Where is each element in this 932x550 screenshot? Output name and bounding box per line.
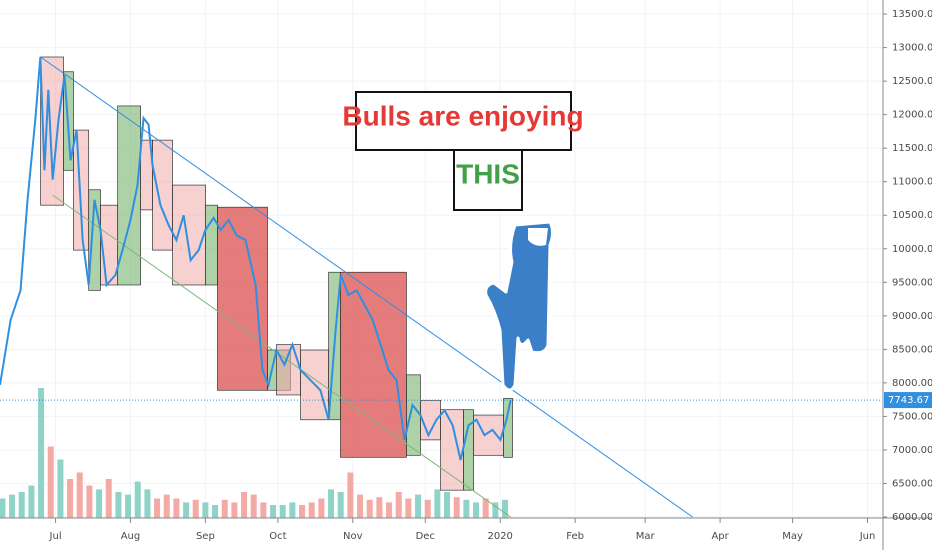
volume-bar [270,505,277,518]
y-tick-label: 11500.00 [892,143,932,154]
x-tick-label: Jul [49,531,62,542]
volume-bar [463,499,470,518]
volume-bar [318,498,325,518]
y-tick-label: 7500.00 [892,411,932,422]
range-box [205,204,218,286]
y-tick-label: 13500.00 [892,9,932,20]
volume-bar [67,479,74,518]
volume-bar [212,505,219,518]
volume-bar [289,502,296,518]
pointing-hand-icon [484,220,554,392]
range-box [340,271,407,458]
x-tick-label: Mar [636,531,656,542]
volume-bar [125,494,132,518]
volume-bar [415,494,422,518]
x-tick-label: Jun [859,531,876,542]
range-box [217,206,268,391]
volume-bar [434,489,441,518]
volume-bar [482,498,489,518]
volume-bar [424,499,431,518]
y-tick-label: 10000.00 [892,244,932,255]
y-tick-label: 6000.00 [892,512,932,523]
volume-bar [105,479,112,518]
range-box [73,129,90,251]
volume-bar [202,502,209,518]
volume-bar [299,505,306,518]
volume-bar [154,498,161,518]
last-price-tag [884,392,932,409]
volume-bar [173,498,180,518]
x-tick-label: Aug [121,531,141,542]
y-tick-label: 9000.00 [892,311,932,322]
volume-bar [502,499,509,518]
x-tick-label: Sep [196,531,215,542]
volume-bar [260,502,267,518]
volume-bar [395,492,402,518]
volume-bar [366,499,373,518]
x-tick-label: Dec [416,531,435,542]
x-tick-label: 2020 [487,531,512,542]
range-box [440,409,464,491]
volume-bar [453,497,460,518]
annotation-box [453,149,523,211]
volume-bar [47,446,54,518]
y-tick-label: 6500.00 [892,478,932,489]
x-tick-label: Nov [343,531,363,542]
volume-bar [250,494,257,518]
volume-bar [337,492,344,518]
y-tick-label: 9500.00 [892,277,932,288]
volume-bar [57,459,64,518]
volume-bar [18,492,25,518]
volume-bar [38,388,45,518]
volume-bar [221,499,228,518]
volume-bar [444,492,451,518]
volume-bar [473,502,480,518]
range-box [152,139,173,251]
volume-bar [308,502,315,518]
annotation: THIS [456,158,520,189]
volume-bar [28,485,35,518]
volume-bar [405,498,412,518]
volume-bar [328,489,335,518]
price-line [0,56,512,461]
trend-line [52,194,511,518]
volume-bar [357,494,364,518]
volume-bar [134,481,141,518]
annotation: Bulls are enjoying [342,100,583,131]
y-tick-label: 13000.00 [892,43,932,54]
y-tick-label: 8000.00 [892,378,932,389]
x-tick-label: Feb [566,531,584,542]
x-tick-label: Apr [711,531,729,542]
volume-bar [192,499,199,518]
volume-bar [347,472,354,518]
volume-bar [86,485,93,518]
range-box [406,374,421,456]
volume-bar [279,505,286,518]
annotation-box [355,91,572,151]
volume-bar [9,494,16,518]
volume-bar [115,492,122,518]
volume-bar [0,498,6,518]
x-tick-label: Oct [269,531,286,542]
volume-bar [163,494,170,518]
volume-bar [76,472,83,518]
volume-bar [96,489,103,518]
volume-bar [376,497,383,518]
last-price-label: 7743.67 [888,395,929,406]
volume-bar [183,502,190,518]
volume-bar [231,502,238,518]
y-tick-label: 11000.00 [892,177,932,188]
x-tick-label: May [782,531,803,542]
volume-bar [241,492,248,518]
y-tick-label: 12000.00 [892,110,932,121]
volume-bar [386,502,393,518]
volume-bar [492,502,499,518]
plot-area [0,0,882,518]
y-tick-label: 8500.00 [892,344,932,355]
y-tick-label: 12500.00 [892,76,932,87]
volume-bar [144,489,151,518]
y-tick-label: 10500.00 [892,210,932,221]
y-tick-label: 7000.00 [892,445,932,456]
